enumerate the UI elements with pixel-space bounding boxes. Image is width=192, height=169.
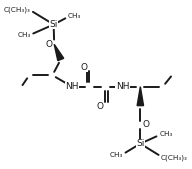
Text: Si: Si [136, 139, 145, 148]
Text: CH₃: CH₃ [110, 152, 123, 158]
Text: C(CH₃)₃: C(CH₃)₃ [161, 154, 188, 161]
Polygon shape [54, 44, 64, 61]
Text: O: O [97, 102, 103, 111]
Polygon shape [137, 87, 144, 106]
Text: CH₃: CH₃ [68, 13, 81, 19]
Text: CH₃: CH₃ [17, 32, 31, 39]
Text: NH: NH [116, 82, 129, 91]
Text: O: O [80, 63, 88, 72]
Text: C(CH₃)₃: C(CH₃)₃ [4, 6, 31, 13]
Text: O: O [46, 40, 52, 49]
Text: O: O [142, 120, 149, 129]
Text: NH: NH [65, 82, 79, 91]
Text: Si: Si [50, 20, 58, 29]
Text: CH₃: CH₃ [159, 131, 173, 137]
